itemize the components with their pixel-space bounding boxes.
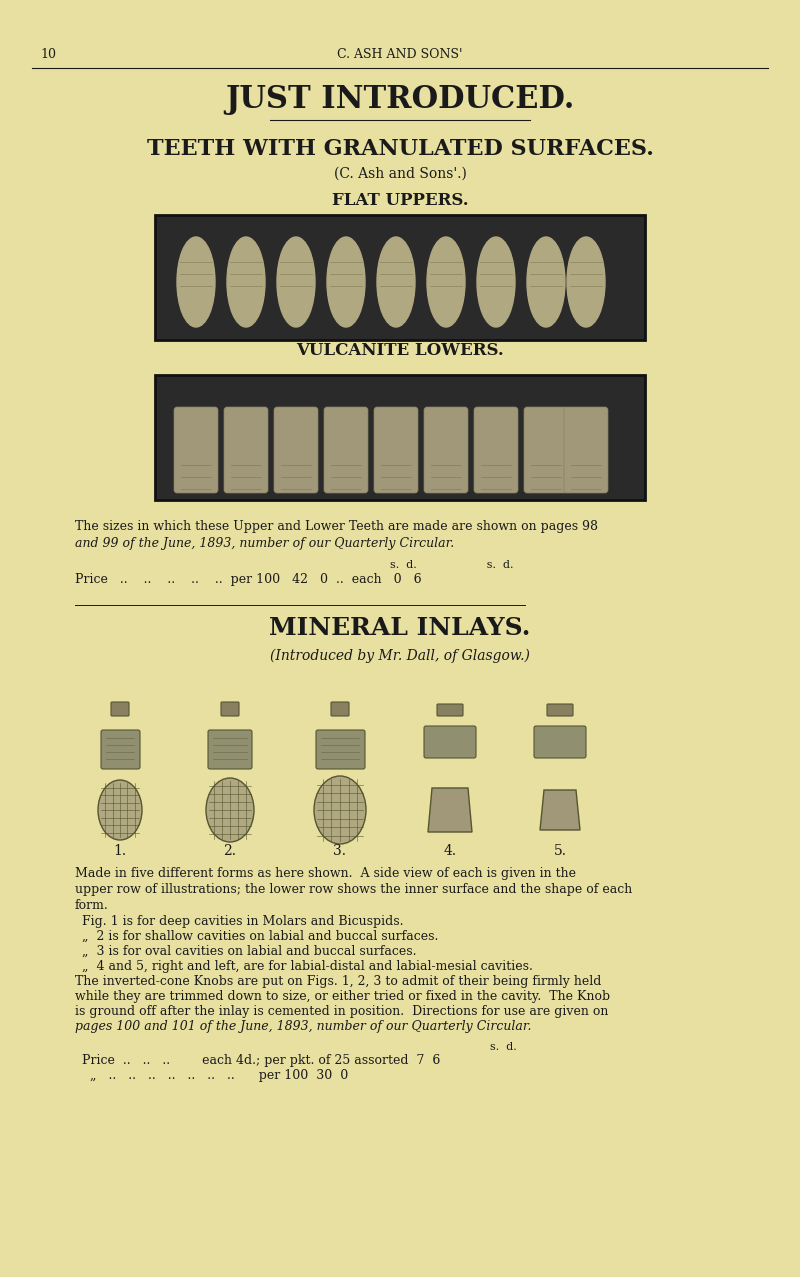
Text: s.  d.: s. d. [490, 1042, 517, 1052]
Text: 4.: 4. [443, 844, 457, 858]
FancyBboxPatch shape [437, 704, 463, 716]
FancyBboxPatch shape [155, 375, 645, 501]
Text: and 99 of the June, 1893, number of our Quarterly Circular.: and 99 of the June, 1893, number of our … [75, 538, 454, 550]
Polygon shape [428, 788, 472, 833]
Text: JUST INTRODUCED.: JUST INTRODUCED. [226, 84, 574, 115]
Text: is ground off after the inlay is cemented in position.  Directions for use are g: is ground off after the inlay is cemente… [75, 1005, 608, 1018]
Ellipse shape [227, 238, 265, 327]
Text: MINERAL INLAYS.: MINERAL INLAYS. [270, 616, 530, 640]
FancyBboxPatch shape [174, 407, 218, 493]
Text: Price   ..    ..    ..    ..    ..  per 100   42   0  ..  each   0   6: Price .. .. .. .. .. per 100 42 0 .. eac… [75, 573, 422, 586]
Text: 3.: 3. [334, 844, 346, 858]
FancyBboxPatch shape [474, 407, 518, 493]
FancyBboxPatch shape [155, 215, 645, 340]
Text: 1.: 1. [114, 844, 126, 858]
Text: „   ..   ..   ..   ..   ..   ..   ..      per 100  30  0: „ .. .. .. .. .. .. .. per 100 30 0 [82, 1069, 348, 1082]
Text: form.: form. [75, 899, 109, 912]
Text: (Introduced by Mr. Dall, of Glasgow.): (Introduced by Mr. Dall, of Glasgow.) [270, 649, 530, 663]
FancyBboxPatch shape [424, 727, 476, 759]
Ellipse shape [98, 780, 142, 840]
FancyBboxPatch shape [221, 702, 239, 716]
Ellipse shape [377, 238, 415, 327]
Polygon shape [540, 790, 580, 830]
Text: Price  ..   ..   ..        each 4d.; per pkt. of 25 assorted  7  6: Price .. .. .. each 4d.; per pkt. of 25 … [82, 1054, 440, 1068]
FancyBboxPatch shape [564, 407, 608, 493]
Text: 10: 10 [40, 49, 56, 61]
Text: 5.: 5. [554, 844, 566, 858]
FancyBboxPatch shape [324, 407, 368, 493]
Text: 2.: 2. [223, 844, 237, 858]
Text: The sizes in which these Upper and Lower Teeth are made are shown on pages 98: The sizes in which these Upper and Lower… [75, 520, 598, 533]
Text: FLAT UPPERS.: FLAT UPPERS. [332, 192, 468, 209]
Ellipse shape [527, 238, 565, 327]
Ellipse shape [277, 238, 315, 327]
Ellipse shape [177, 238, 215, 327]
FancyBboxPatch shape [534, 727, 586, 759]
FancyBboxPatch shape [524, 407, 568, 493]
Text: while they are trimmed down to size, or either tried or fixed in the cavity.  Th: while they are trimmed down to size, or … [75, 990, 610, 1002]
Text: VULCANITE LOWERS.: VULCANITE LOWERS. [296, 342, 504, 359]
Text: TEETH WITH GRANULATED SURFACES.: TEETH WITH GRANULATED SURFACES. [146, 138, 654, 160]
Text: upper row of illustrations; the lower row shows the inner surface and the shape : upper row of illustrations; the lower ro… [75, 882, 632, 896]
Ellipse shape [567, 238, 605, 327]
Text: „  3 is for oval cavities on labial and buccal surfaces.: „ 3 is for oval cavities on labial and b… [82, 945, 417, 958]
FancyBboxPatch shape [224, 407, 268, 493]
Ellipse shape [206, 778, 254, 842]
Ellipse shape [327, 238, 365, 327]
FancyBboxPatch shape [547, 704, 573, 716]
Text: s.  d.                    s.  d.: s. d. s. d. [390, 561, 514, 570]
Text: (C. Ash and Sons'.): (C. Ash and Sons'.) [334, 167, 466, 181]
FancyBboxPatch shape [331, 702, 349, 716]
FancyBboxPatch shape [374, 407, 418, 493]
Text: Made in five different forms as here shown.  A side view of each is given in the: Made in five different forms as here sho… [75, 867, 576, 880]
Text: Fig. 1 is for deep cavities in Molars and Bicuspids.: Fig. 1 is for deep cavities in Molars an… [82, 916, 403, 928]
FancyBboxPatch shape [101, 730, 140, 769]
Text: „  2 is for shallow cavities on labial and buccal surfaces.: „ 2 is for shallow cavities on labial an… [82, 930, 438, 942]
Text: „  4 and 5, right and left, are for labial-distal and labial-mesial cavities.: „ 4 and 5, right and left, are for labia… [82, 960, 533, 973]
Text: The inverted-cone Knobs are put on Figs. 1, 2, 3 to admit of their being firmly : The inverted-cone Knobs are put on Figs.… [75, 976, 602, 988]
Ellipse shape [427, 238, 465, 327]
Ellipse shape [314, 776, 366, 844]
FancyBboxPatch shape [424, 407, 468, 493]
FancyBboxPatch shape [111, 702, 129, 716]
FancyBboxPatch shape [274, 407, 318, 493]
Text: C. ASH AND SONS': C. ASH AND SONS' [338, 49, 462, 61]
FancyBboxPatch shape [208, 730, 252, 769]
Ellipse shape [477, 238, 515, 327]
FancyBboxPatch shape [316, 730, 365, 769]
Text: pages 100 and 101 of the June, 1893, number of our Quarterly Circular.: pages 100 and 101 of the June, 1893, num… [75, 1020, 531, 1033]
